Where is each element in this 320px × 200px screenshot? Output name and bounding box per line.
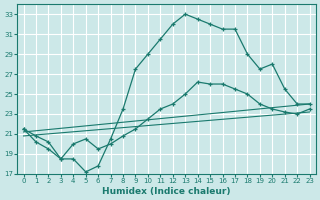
X-axis label: Humidex (Indice chaleur): Humidex (Indice chaleur) [102,187,231,196]
